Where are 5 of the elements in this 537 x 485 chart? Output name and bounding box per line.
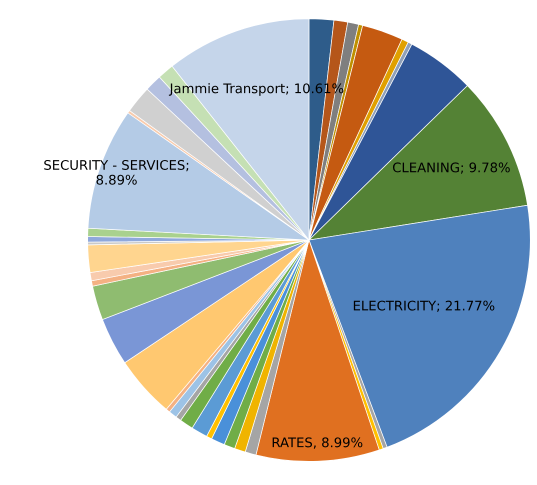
- data-label: SECURITY - SERVICES; 8.89%: [44, 160, 188, 185]
- data-label: RATES, 8.99%: [272, 437, 362, 449]
- data-label: ELECTRICITY; 21.77%: [354, 300, 494, 312]
- data-label: Jammie Transport; 10.61%: [168, 83, 344, 96]
- data-label: CLEANING; 9.78%: [392, 162, 510, 174]
